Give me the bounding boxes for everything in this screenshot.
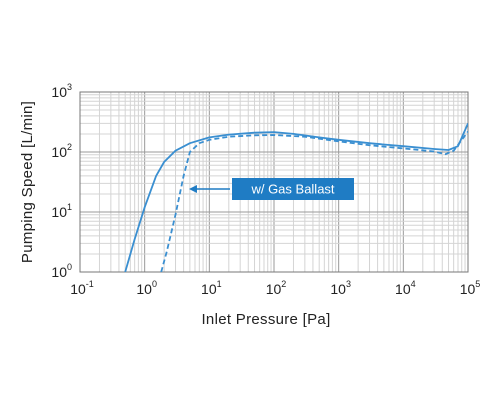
y-tick-label: 101 [51, 202, 72, 220]
annotation: w/ Gas Ballast [188, 178, 354, 200]
series-lines [124, 123, 468, 272]
plot-frame [79, 91, 469, 273]
x-tick-label: 103 [330, 279, 351, 297]
annotation-box [232, 178, 354, 200]
series-line-dashed [160, 130, 468, 272]
x-tick-label: 101 [201, 279, 222, 297]
x-tick-label: 104 [395, 279, 416, 297]
x-tick-label: 100 [136, 279, 157, 297]
x-tick-label: 105 [460, 279, 481, 297]
x-axis-label: Inlet Pressure [Pa] [201, 311, 330, 328]
annotation-arrowhead [188, 185, 197, 193]
y-tick-label: 103 [51, 82, 72, 100]
annotation-label: w/ Gas Ballast [250, 182, 334, 197]
x-tick-label: 102 [266, 279, 287, 297]
grid-lines [79, 92, 468, 273]
y-tick-label: 102 [51, 142, 72, 160]
series-line-solid [124, 123, 468, 272]
x-tick-label: 10-1 [70, 279, 94, 297]
y-axis-label: Pumping Speed [L/min] [19, 101, 36, 263]
y-tick-label: 100 [51, 262, 72, 280]
